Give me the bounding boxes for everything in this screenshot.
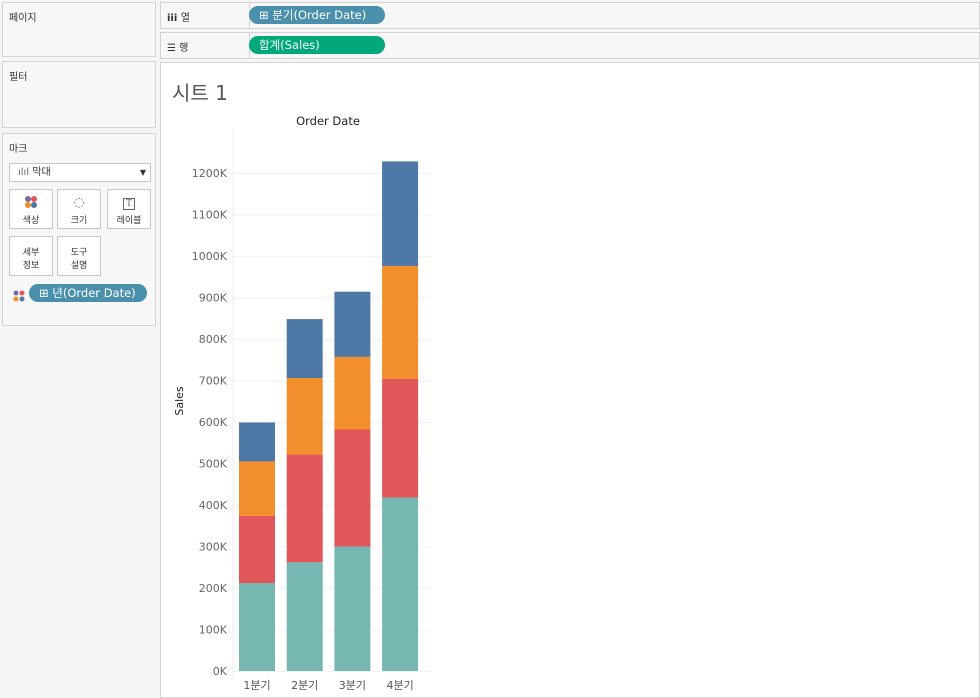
rows-pill[interactable]: 합계(Sales): [249, 36, 385, 54]
y-tick-label: 1200K: [192, 167, 228, 180]
size-button[interactable]: ◌ 크기: [57, 189, 101, 229]
rows-icon: ☰: [167, 43, 180, 54]
color-label: 색상: [22, 216, 40, 226]
x-tick-label: 2분기: [291, 679, 318, 692]
y-tick-label: 1000K: [192, 250, 228, 263]
y-tick-label: 0K: [213, 665, 228, 678]
sheet-title: 시트 1: [172, 81, 228, 105]
y-axis-title: Sales: [173, 386, 186, 416]
sheet-view: 시트 1 0K 100K 200K 300K 400K 500K 600K 700K 800K 9…: [160, 62, 980, 698]
bar-segment: [286, 562, 323, 671]
y-tick-label: 500K: [199, 458, 228, 471]
marks-title: 마크: [9, 144, 28, 155]
color-icon: [10, 195, 52, 213]
filters-title: 필터: [9, 72, 28, 83]
x-tick-label: 3분기: [339, 679, 366, 692]
y-tick-label: 900K: [199, 292, 228, 305]
columns-pill[interactable]: ⊞ 분기(Order Date): [249, 6, 385, 24]
bar-segment: [239, 422, 275, 462]
y-tick-label: 100K: [199, 624, 228, 637]
chart-title: Order Date: [296, 114, 360, 128]
color-field-pill[interactable]: ⊞ 년(Order Date): [29, 284, 147, 302]
color-button[interactable]: 색상: [9, 189, 53, 229]
bar-segment: [239, 515, 275, 584]
bar-segment: [239, 583, 275, 671]
pages-title: 페이지: [9, 13, 37, 24]
columns-label: iii 열: [167, 13, 190, 24]
y-tick-label: 400K: [199, 499, 228, 512]
y-tick-label: 700K: [199, 375, 228, 388]
bar-segment: [334, 429, 371, 547]
bar-segment: [286, 319, 323, 379]
color-legend-icon: [13, 287, 25, 306]
bar-segment: [334, 356, 371, 430]
pages-shelf[interactable]: 페이지: [2, 2, 156, 57]
bar-segment: [382, 161, 419, 266]
y-tick-label: 800K: [199, 333, 228, 346]
rows-shelf: ☰ 행 합계(Sales): [160, 32, 980, 59]
bar-segment: [382, 378, 419, 498]
columns-icon: iii: [167, 13, 181, 24]
y-tick-label: 600K: [199, 416, 228, 429]
size-label: 크기: [70, 216, 88, 226]
rows-label: ☰ 행: [167, 43, 189, 54]
size-icon: ◌: [73, 195, 85, 209]
chart: 0K 100K 200K 300K 400K 500K 600K 700K 800K 900K 10…: [173, 114, 431, 692]
y-tick-label: 1100K: [192, 209, 228, 222]
label-button[interactable]: T 레이블: [107, 189, 151, 229]
x-tick-label: 1분기: [243, 679, 270, 692]
bar-segment: [382, 497, 419, 671]
bar-chart-icon: ılıl: [18, 167, 33, 178]
columns-shelf: iii 열 ⊞ 분기(Order Date): [160, 2, 980, 29]
bar-segment: [334, 546, 371, 671]
y-tick-label: 300K: [199, 541, 228, 554]
detail-button[interactable]: 세부 정보: [9, 236, 53, 276]
mark-type-value: 막대: [32, 167, 51, 178]
bar-segment: [382, 265, 419, 379]
bar-segment: [286, 454, 323, 563]
x-tick-label: 4분기: [386, 679, 413, 692]
marks-card: 마크 ılıl 막대 ▼ 색상 ◌ 크기 T 레이블 세부 정보 도구 설명 ⊞ 년(…: [2, 133, 156, 326]
tooltip-button[interactable]: 도구 설명: [57, 236, 101, 276]
filters-shelf[interactable]: 필터: [2, 61, 156, 128]
bar-segment: [286, 378, 323, 455]
bar-segment: [334, 291, 371, 357]
label-label: 레이블: [116, 216, 142, 226]
y-tick-label: 200K: [199, 582, 228, 595]
chevron-down-icon: ▼: [139, 168, 146, 177]
text-label-icon: T: [108, 195, 150, 213]
bar-segment: [239, 461, 275, 516]
mark-type-dropdown[interactable]: ılıl 막대 ▼: [9, 163, 151, 182]
